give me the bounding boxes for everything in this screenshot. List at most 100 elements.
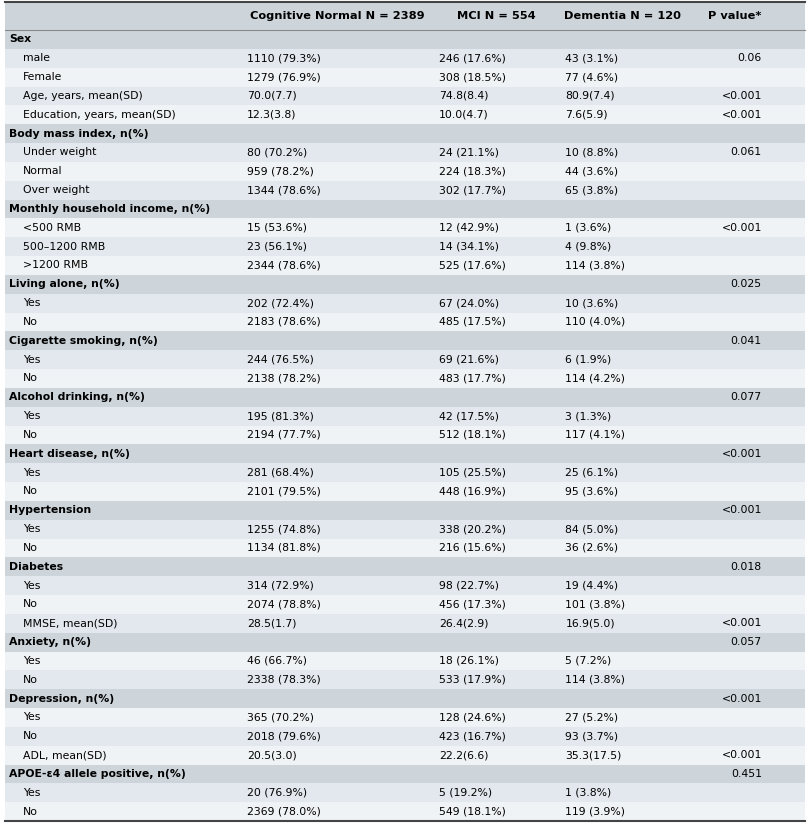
Text: 74.8(8.4): 74.8(8.4)	[439, 91, 488, 101]
Text: <0.001: <0.001	[722, 109, 761, 120]
Text: No: No	[23, 807, 38, 816]
Bar	[5, 727, 805, 746]
Text: MCI N = 554: MCI N = 554	[457, 11, 535, 21]
Text: Cognitive Normal N = 2389: Cognitive Normal N = 2389	[249, 11, 424, 21]
Bar	[5, 162, 805, 181]
Bar	[5, 633, 805, 652]
Bar	[5, 708, 805, 727]
Text: 0.061: 0.061	[731, 147, 761, 157]
Bar	[5, 425, 805, 444]
Text: 2183 (78.6%): 2183 (78.6%)	[247, 317, 321, 327]
Bar	[5, 143, 805, 162]
Text: 0.041: 0.041	[731, 336, 761, 346]
Text: 2018 (79.6%): 2018 (79.6%)	[247, 732, 321, 742]
Text: >1200 RMB: >1200 RMB	[23, 260, 88, 271]
Text: 485 (17.5%): 485 (17.5%)	[439, 317, 506, 327]
Text: 1255 (74.8%): 1255 (74.8%)	[247, 524, 321, 534]
Text: 483 (17.7%): 483 (17.7%)	[439, 374, 506, 384]
Text: 195 (81.3%): 195 (81.3%)	[247, 411, 314, 421]
Text: Yes: Yes	[23, 411, 40, 421]
Text: 12.3(3.8): 12.3(3.8)	[247, 109, 296, 120]
Text: Yes: Yes	[23, 298, 40, 308]
Text: 12 (42.9%): 12 (42.9%)	[439, 223, 499, 233]
Text: 314 (72.9%): 314 (72.9%)	[247, 580, 314, 591]
Text: 308 (18.5%): 308 (18.5%)	[439, 72, 506, 82]
Text: 95 (3.6%): 95 (3.6%)	[565, 486, 619, 496]
Bar	[5, 652, 805, 670]
Text: No: No	[23, 675, 38, 685]
Text: <0.001: <0.001	[722, 91, 761, 101]
Text: Age, years, mean(SD): Age, years, mean(SD)	[23, 91, 143, 101]
Text: Normal: Normal	[23, 166, 62, 176]
Bar	[5, 332, 805, 350]
Text: 2101 (79.5%): 2101 (79.5%)	[247, 486, 321, 496]
Text: 1 (3.6%): 1 (3.6%)	[565, 223, 612, 233]
Bar	[5, 689, 805, 708]
Text: 338 (20.2%): 338 (20.2%)	[439, 524, 506, 534]
Text: 365 (70.2%): 365 (70.2%)	[247, 713, 314, 723]
Text: 202 (72.4%): 202 (72.4%)	[247, 298, 314, 308]
Text: Cigarette smoking, n(%): Cigarette smoking, n(%)	[9, 336, 158, 346]
Text: Yes: Yes	[23, 788, 40, 797]
Text: 43 (3.1%): 43 (3.1%)	[565, 53, 619, 63]
Bar	[5, 765, 805, 783]
Text: <0.001: <0.001	[722, 618, 761, 628]
Text: <500 RMB: <500 RMB	[23, 223, 81, 233]
Text: 500–1200 RMB: 500–1200 RMB	[23, 242, 105, 252]
Bar	[5, 482, 805, 501]
Text: 2074 (78.8%): 2074 (78.8%)	[247, 599, 321, 609]
Text: ADL, mean(SD): ADL, mean(SD)	[23, 750, 107, 760]
Text: 110 (4.0%): 110 (4.0%)	[565, 317, 625, 327]
Text: 19 (4.4%): 19 (4.4%)	[565, 580, 619, 591]
Text: 27 (5.2%): 27 (5.2%)	[565, 713, 619, 723]
Text: 5 (7.2%): 5 (7.2%)	[565, 656, 612, 666]
Text: <0.001: <0.001	[722, 750, 761, 760]
Text: 216 (15.6%): 216 (15.6%)	[439, 543, 506, 553]
Text: 7.6(5.9): 7.6(5.9)	[565, 109, 608, 120]
Bar	[5, 2, 805, 30]
Text: Yes: Yes	[23, 524, 40, 534]
Bar	[5, 614, 805, 633]
Bar	[5, 350, 805, 369]
Text: 3 (1.3%): 3 (1.3%)	[565, 411, 612, 421]
Bar	[5, 670, 805, 689]
Text: Alcohol drinking, n(%): Alcohol drinking, n(%)	[9, 393, 145, 402]
Text: 2344 (78.6%): 2344 (78.6%)	[247, 260, 321, 271]
Bar	[5, 388, 805, 407]
Text: 77 (4.6%): 77 (4.6%)	[565, 72, 619, 82]
Text: 959 (78.2%): 959 (78.2%)	[247, 166, 314, 176]
Text: 2194 (77.7%): 2194 (77.7%)	[247, 430, 321, 440]
Text: Yes: Yes	[23, 656, 40, 666]
Text: 93 (3.7%): 93 (3.7%)	[565, 732, 619, 742]
Text: Yes: Yes	[23, 713, 40, 723]
Text: 46 (66.7%): 46 (66.7%)	[247, 656, 307, 666]
Text: 114 (4.2%): 114 (4.2%)	[565, 374, 625, 384]
Text: <0.001: <0.001	[722, 505, 761, 515]
Text: 25 (6.1%): 25 (6.1%)	[565, 467, 619, 477]
Text: No: No	[23, 543, 38, 553]
Text: 246 (17.6%): 246 (17.6%)	[439, 53, 506, 63]
Bar	[5, 407, 805, 425]
Bar	[5, 576, 805, 595]
Text: 0.057: 0.057	[731, 637, 761, 647]
Text: 533 (17.9%): 533 (17.9%)	[439, 675, 506, 685]
Bar	[5, 802, 805, 821]
Text: 65 (3.8%): 65 (3.8%)	[565, 185, 619, 195]
Text: No: No	[23, 486, 38, 496]
Bar	[5, 218, 805, 237]
Text: 67 (24.0%): 67 (24.0%)	[439, 298, 499, 308]
Bar	[5, 538, 805, 557]
Text: 26.4(2.9): 26.4(2.9)	[439, 618, 488, 628]
Text: Dementia N = 120: Dementia N = 120	[564, 11, 681, 21]
Bar	[5, 746, 805, 765]
Bar	[5, 519, 805, 538]
Bar	[5, 313, 805, 332]
Text: Sex: Sex	[9, 35, 31, 44]
Text: 1344 (78.6%): 1344 (78.6%)	[247, 185, 321, 195]
Text: 10.0(4.7): 10.0(4.7)	[439, 109, 488, 120]
Text: No: No	[23, 430, 38, 440]
Text: 28.5(1.7): 28.5(1.7)	[247, 618, 296, 628]
Text: 2138 (78.2%): 2138 (78.2%)	[247, 374, 321, 384]
Text: Heart disease, n(%): Heart disease, n(%)	[9, 449, 130, 458]
Text: 22.2(6.6): 22.2(6.6)	[439, 750, 488, 760]
